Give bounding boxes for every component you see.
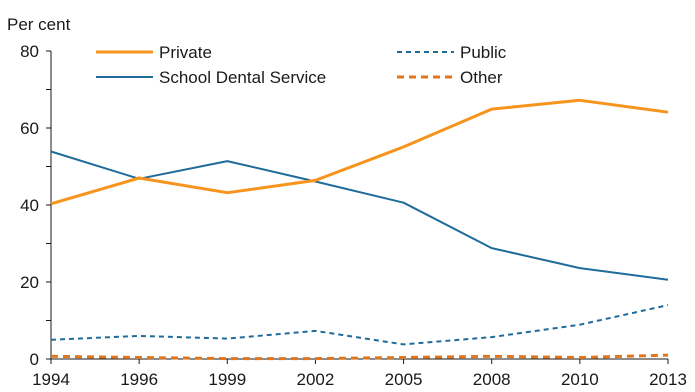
series-line-school-dental-service: [50, 150, 669, 281]
legend-label-private: Private: [159, 43, 212, 62]
series-line-public: [50, 304, 669, 346]
y-tick-label: 0: [30, 350, 39, 369]
series-layer: [50, 98, 669, 361]
y-tick-label: 40: [20, 196, 39, 215]
tick-labels: 0 20 40 60 80 Per cent 1994 1996 1999 2002 2005 200…: [7, 15, 687, 389]
legend-label-school-dental-service: School Dental Service: [159, 68, 326, 87]
series-line-other: [50, 353, 669, 361]
x-tick-label: 2002: [297, 370, 335, 389]
legend-label-other: Other: [460, 68, 503, 87]
y-axis-unit-label: Per cent: [7, 15, 71, 34]
y-tick-label: 80: [20, 42, 39, 61]
axes: [46, 50, 669, 364]
x-tick-label: 2008: [473, 370, 511, 389]
series-line-private: [50, 98, 669, 206]
y-tick-label: 60: [20, 119, 39, 138]
x-tick-label: 1994: [32, 370, 70, 389]
legend: Private Public School Dental Service Other: [96, 43, 507, 87]
x-tick-label: 1996: [120, 370, 158, 389]
x-tick-label: 2013: [649, 370, 687, 389]
y-tick-label: 20: [20, 273, 39, 292]
x-tick-label: 1999: [208, 370, 246, 389]
legend-label-public: Public: [460, 43, 507, 62]
x-tick-label: 2005: [385, 370, 423, 389]
x-tick-label: 2010: [561, 370, 599, 389]
